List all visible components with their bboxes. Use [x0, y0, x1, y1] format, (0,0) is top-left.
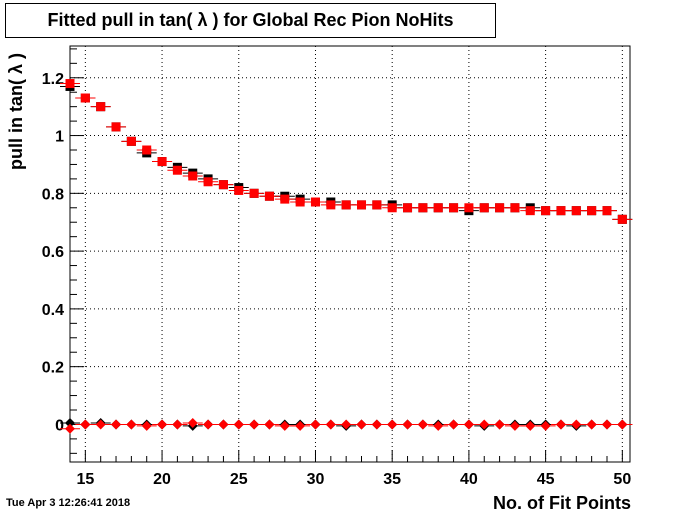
- data-point: [387, 203, 397, 213]
- data-point: [371, 419, 382, 430]
- data-point: [142, 145, 152, 155]
- data-point: [601, 419, 612, 430]
- data-point: [233, 419, 244, 430]
- data-point: [188, 171, 198, 181]
- data-point: [495, 203, 505, 213]
- y-tick-label: 1.2: [42, 71, 64, 88]
- data-point: [218, 419, 229, 430]
- data-point: [571, 206, 581, 216]
- y-tick-label: 0.8: [42, 186, 64, 203]
- data-point: [449, 203, 459, 213]
- data-point: [464, 203, 474, 213]
- data-point: [172, 419, 183, 430]
- data-point: [357, 200, 367, 210]
- data-point: [80, 93, 90, 103]
- data-point: [111, 419, 122, 430]
- data-point: [587, 206, 597, 216]
- data-point: [218, 180, 228, 190]
- data-point: [494, 419, 505, 430]
- data-point: [280, 194, 290, 204]
- x-axis-label: No. of Fit Points: [493, 493, 631, 513]
- x-tick-label: 50: [613, 471, 631, 488]
- x-tick-label: 20: [153, 471, 171, 488]
- data-point: [172, 165, 182, 175]
- data-point: [418, 203, 428, 213]
- data-point: [586, 419, 597, 430]
- data-point: [279, 420, 290, 431]
- data-point: [402, 419, 413, 430]
- data-point: [65, 79, 75, 89]
- data-point: [157, 157, 167, 167]
- data-point: [203, 419, 214, 430]
- data-point: [141, 420, 152, 431]
- x-tick-label: 35: [383, 471, 401, 488]
- chart-title: Fitted pull in tan( λ ) for Global Rec P…: [47, 10, 454, 30]
- data-point: [65, 418, 75, 428]
- data-point: [65, 423, 75, 434]
- data-point: [448, 419, 459, 430]
- data-point: [433, 420, 444, 431]
- data-point: [249, 188, 259, 198]
- data-point: [417, 419, 428, 430]
- data-point: [525, 420, 536, 431]
- data-point: [356, 419, 367, 430]
- data-point: [310, 197, 320, 207]
- data-point: [341, 200, 351, 210]
- data-point: [264, 419, 275, 430]
- timestamp: Tue Apr 3 12:26:41 2018: [6, 497, 131, 509]
- data-point: [126, 136, 136, 146]
- x-tick-label: 40: [460, 471, 478, 488]
- data-point: [326, 200, 336, 210]
- data-point: [541, 206, 551, 216]
- data-point: [510, 203, 520, 213]
- data-point: [295, 197, 305, 207]
- data-point: [249, 419, 260, 430]
- plot-frame: [69, 45, 631, 463]
- x-tick-label: 30: [307, 471, 325, 488]
- data-point: [325, 419, 336, 430]
- data-point: [617, 419, 628, 430]
- data-point: [111, 122, 121, 132]
- data-point: [403, 203, 413, 213]
- y-tick-label: 0.2: [42, 360, 64, 377]
- data-point: [234, 185, 244, 195]
- data-point: [80, 419, 91, 430]
- x-tick-label: 15: [76, 471, 94, 488]
- data-point: [126, 419, 137, 430]
- data-point: [617, 214, 627, 224]
- data-point: [96, 102, 106, 112]
- data-point: [187, 418, 198, 428]
- y-tick-label: 0.6: [42, 244, 64, 261]
- data-point: [556, 206, 566, 216]
- data-point: [540, 420, 551, 431]
- data-point: [387, 419, 398, 430]
- data-point: [310, 419, 321, 430]
- data-point: [463, 419, 474, 430]
- data-point: [509, 420, 520, 431]
- data-point: [433, 203, 443, 213]
- y-tick-label: 1: [55, 129, 64, 146]
- data-point: [479, 203, 489, 213]
- data-point: [341, 419, 352, 430]
- data-point: [295, 420, 306, 431]
- x-tick-label: 45: [537, 471, 555, 488]
- data-point: [479, 419, 490, 430]
- data-point: [157, 419, 168, 430]
- data-point: [264, 191, 274, 201]
- data-point: [95, 419, 106, 430]
- y-tick-label: 0: [55, 417, 64, 434]
- data-point: [525, 206, 535, 216]
- data-point: [203, 177, 213, 187]
- data-point: [555, 419, 566, 430]
- x-tick-label: 25: [230, 471, 248, 488]
- data-point: [602, 206, 612, 216]
- y-tick-label: 0.4: [42, 302, 64, 319]
- data-point: [571, 419, 582, 430]
- y-axis-label: pull in tan( λ ): [6, 53, 26, 170]
- chart-title-box: Fitted pull in tan( λ ) for Global Rec P…: [5, 3, 496, 38]
- data-point: [372, 200, 382, 210]
